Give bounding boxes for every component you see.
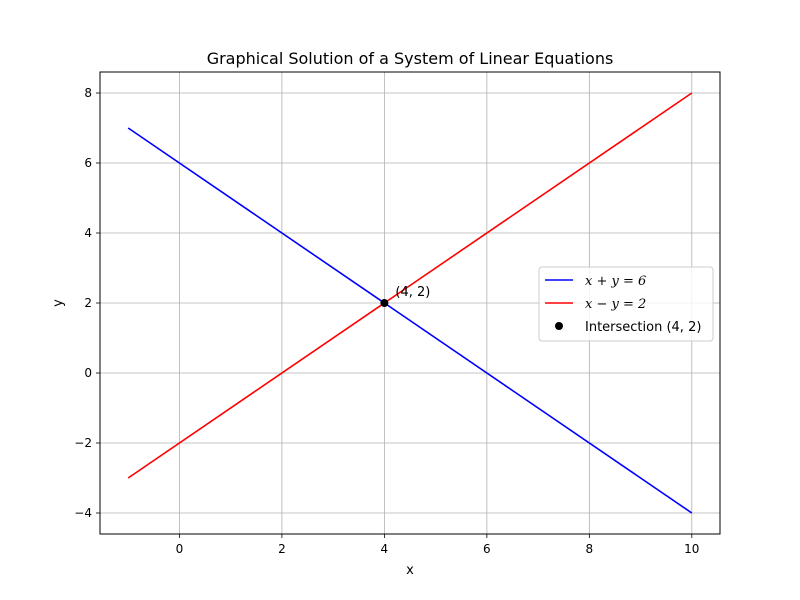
legend-marker [555,322,563,330]
point-annotation: (4, 2) [395,285,430,300]
y-tick-label: 6 [84,156,92,170]
y-tick-label: −4 [74,506,92,520]
x-tick-label: 0 [176,542,184,556]
series-line-1 [127,127,693,514]
x-tick-label: 2 [278,542,286,556]
x-axis-label: x [406,563,414,578]
legend-label-3: Intersection (4, 2) [585,320,701,335]
intersection-point [380,299,389,307]
x-tick-label: 8 [586,542,594,556]
chart-title: Graphical Solution of a System of Linear… [207,49,614,68]
y-tick-label: 2 [84,296,92,310]
legend-label-1: x + y = 6 [585,274,646,289]
y-axis-label: y [51,299,66,307]
y-tick-label: 8 [84,86,92,100]
legend-label-2: x − y = 2 [585,297,646,312]
x-tick-label: 10 [684,542,699,556]
x-tick-label: 4 [381,542,389,556]
y-tick-label: 0 [84,366,92,380]
axis-ticks: 0 2 4 6 8 10 −4 −2 0 2 4 6 8 [74,86,699,556]
series-layer: (4, 2) [127,92,693,514]
y-tick-label: 4 [84,226,92,240]
series-line-2 [127,92,693,479]
legend: x + y = 6 x − y = 2 Intersection (4, 2) [538,266,714,342]
x-tick-label: 6 [483,542,491,556]
y-tick-label: −2 [74,436,92,450]
legend-box [538,266,714,342]
